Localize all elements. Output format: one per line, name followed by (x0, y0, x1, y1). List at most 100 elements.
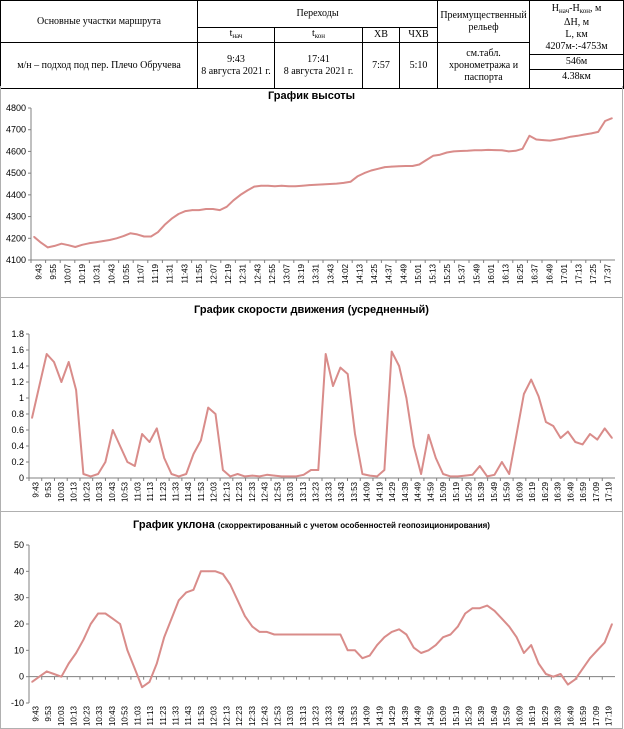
speed-x-tick-label: 16:09 (515, 481, 524, 502)
speed-x-tick-label: 11:03 (133, 481, 142, 501)
slope-y-tick-label: 30 (14, 593, 24, 603)
dh-header: ΔН, м (564, 17, 590, 28)
altitude-data-point (40, 241, 42, 244)
altitude-data-point (308, 184, 311, 186)
speed-x-tick-label: 10:53 (121, 481, 130, 502)
slope-x-tick-label: 10:03 (57, 705, 66, 726)
altitude-x-tick-label: 9:43 (34, 263, 43, 279)
t-end-header: tкон (274, 27, 363, 43)
slope-data-point (530, 644, 532, 646)
slope-x-tick-label: 16:49 (566, 705, 575, 726)
speed-x-tick-label: 16:39 (554, 481, 563, 502)
slope-data-point (354, 649, 356, 652)
speed-data-point (82, 473, 85, 475)
altitude-data-point (267, 184, 269, 187)
slope-x-tick-label: 10:43 (108, 705, 117, 726)
speed-x-tick-label: 17:19 (605, 481, 614, 502)
altitude-x-tick-label: 13:07 (283, 263, 292, 284)
slope-y-tick-label: 10 (14, 645, 24, 655)
slope-x-tick-label: 11:33 (172, 705, 181, 725)
altitude-data-point (47, 246, 49, 249)
speed-x-tick-label: 16:49 (566, 481, 575, 502)
slope-x-tick-label: 10:23 (82, 705, 91, 726)
altitude-x-tick-label: 16:25 (516, 263, 525, 284)
slope-data-point (229, 583, 231, 586)
speed-x-tick-label: 14:19 (375, 481, 384, 502)
speed-data-point (596, 438, 599, 441)
slope-data-point (464, 612, 467, 615)
altitude-x-tick-label: 9:55 (49, 263, 58, 279)
height-values-cell: 4207м-:-4753м 546м 4.38км (530, 40, 623, 84)
slope-y-tick-label: 20 (14, 619, 24, 629)
xv-cell: 7:57 (362, 42, 400, 89)
slope-data-point (486, 604, 489, 607)
speed-x-tick-label: 17:09 (592, 481, 601, 502)
speed-x-tick-label: 11:33 (172, 481, 181, 501)
speed-data-point (38, 385, 41, 387)
speed-x-tick-label: 15:49 (490, 481, 499, 502)
t-end-cell: 17:41 8 августа 2021 г. (274, 42, 363, 89)
slope-data-point (31, 681, 33, 683)
altitude-x-tick-label: 15:25 (443, 263, 452, 284)
speed-x-tick-label: 16:29 (541, 481, 550, 502)
speed-data-point (192, 453, 195, 455)
slope-x-tick-label: 14:49 (414, 705, 423, 726)
altitude-data-point (576, 135, 579, 137)
speed-data-point (390, 350, 393, 353)
speed-y-tick-label: 1.4 (11, 361, 24, 371)
slope-x-tick-label: 15:19 (452, 705, 461, 726)
speed-data-point (354, 433, 356, 435)
slope-x-tick-label: 14:09 (363, 705, 372, 726)
speed-data-point (222, 469, 224, 471)
altitude-x-tick-label: 10:19 (78, 263, 87, 284)
speed-data-point (302, 474, 305, 476)
slope-data-point (457, 625, 459, 628)
slope-data-point (567, 683, 569, 686)
speed-data-point (346, 373, 349, 375)
slope-data-point (236, 599, 239, 602)
slope-data-point (200, 570, 202, 573)
slope-x-tick-label: 16:59 (579, 705, 588, 726)
speed-x-tick-label: 11:53 (197, 481, 206, 501)
speed-y-tick-label: 0.8 (11, 409, 24, 419)
speed-data-point (141, 433, 143, 435)
slope-data-point (339, 633, 342, 636)
slope-x-tick-label: 12:13 (222, 705, 231, 726)
speed-x-tick-label: 15:59 (503, 481, 512, 502)
speed-data-point (383, 469, 386, 471)
altitude-data-point (329, 183, 331, 185)
altitude-data-point (494, 149, 496, 151)
slope-data-point (170, 617, 173, 620)
altitude-x-tick-label: 14:02 (341, 263, 350, 284)
slope-x-tick-label: 11:53 (197, 705, 206, 725)
altitude-y-tick-label: 4500 (6, 168, 26, 178)
slope-data-point (134, 668, 136, 670)
slope-x-tick-label: 15:09 (439, 705, 448, 726)
altitude-x-tick-label: 15:01 (414, 263, 423, 284)
altitude-data-point (33, 236, 35, 238)
speed-chart-svg: 0 0.2 0.4 0.6 0.8 1 1.2 1.4 1.6 1.8 9:43 9:53 10:03 1… (11, 329, 615, 502)
altitude-data-point (590, 132, 593, 135)
altitude-data-point (611, 117, 613, 119)
sections-header: Основные участки маршрута (0, 0, 198, 43)
height-range-value: 4207м-:-4753м (530, 40, 623, 55)
speed-x-tick-label: 16:19 (528, 481, 537, 502)
speed-data-point (60, 381, 63, 383)
altitude-data-point (322, 183, 324, 186)
slope-data-point (288, 633, 290, 636)
altitude-data-point (129, 232, 132, 235)
altitude-x-tick-label: 17:01 (560, 263, 569, 284)
speed-data-point (112, 429, 114, 431)
speed-data-point (545, 421, 547, 423)
speed-data-point (178, 475, 180, 478)
slope-chart-title: График уклона (скорректированный с учето… (1, 519, 622, 531)
slope-x-tick-label: 13:33 (324, 705, 333, 726)
speed-x-tick-label: 12:13 (222, 481, 231, 502)
slope-x-tick-label: 11:13 (146, 705, 155, 725)
speed-data-point (310, 469, 312, 471)
speed-data-point (515, 433, 518, 435)
slope-data-point (435, 644, 437, 646)
slope-data-point (559, 673, 562, 675)
slope-data-point (126, 649, 129, 652)
slope-x-tick-label: 13:03 (286, 705, 295, 726)
